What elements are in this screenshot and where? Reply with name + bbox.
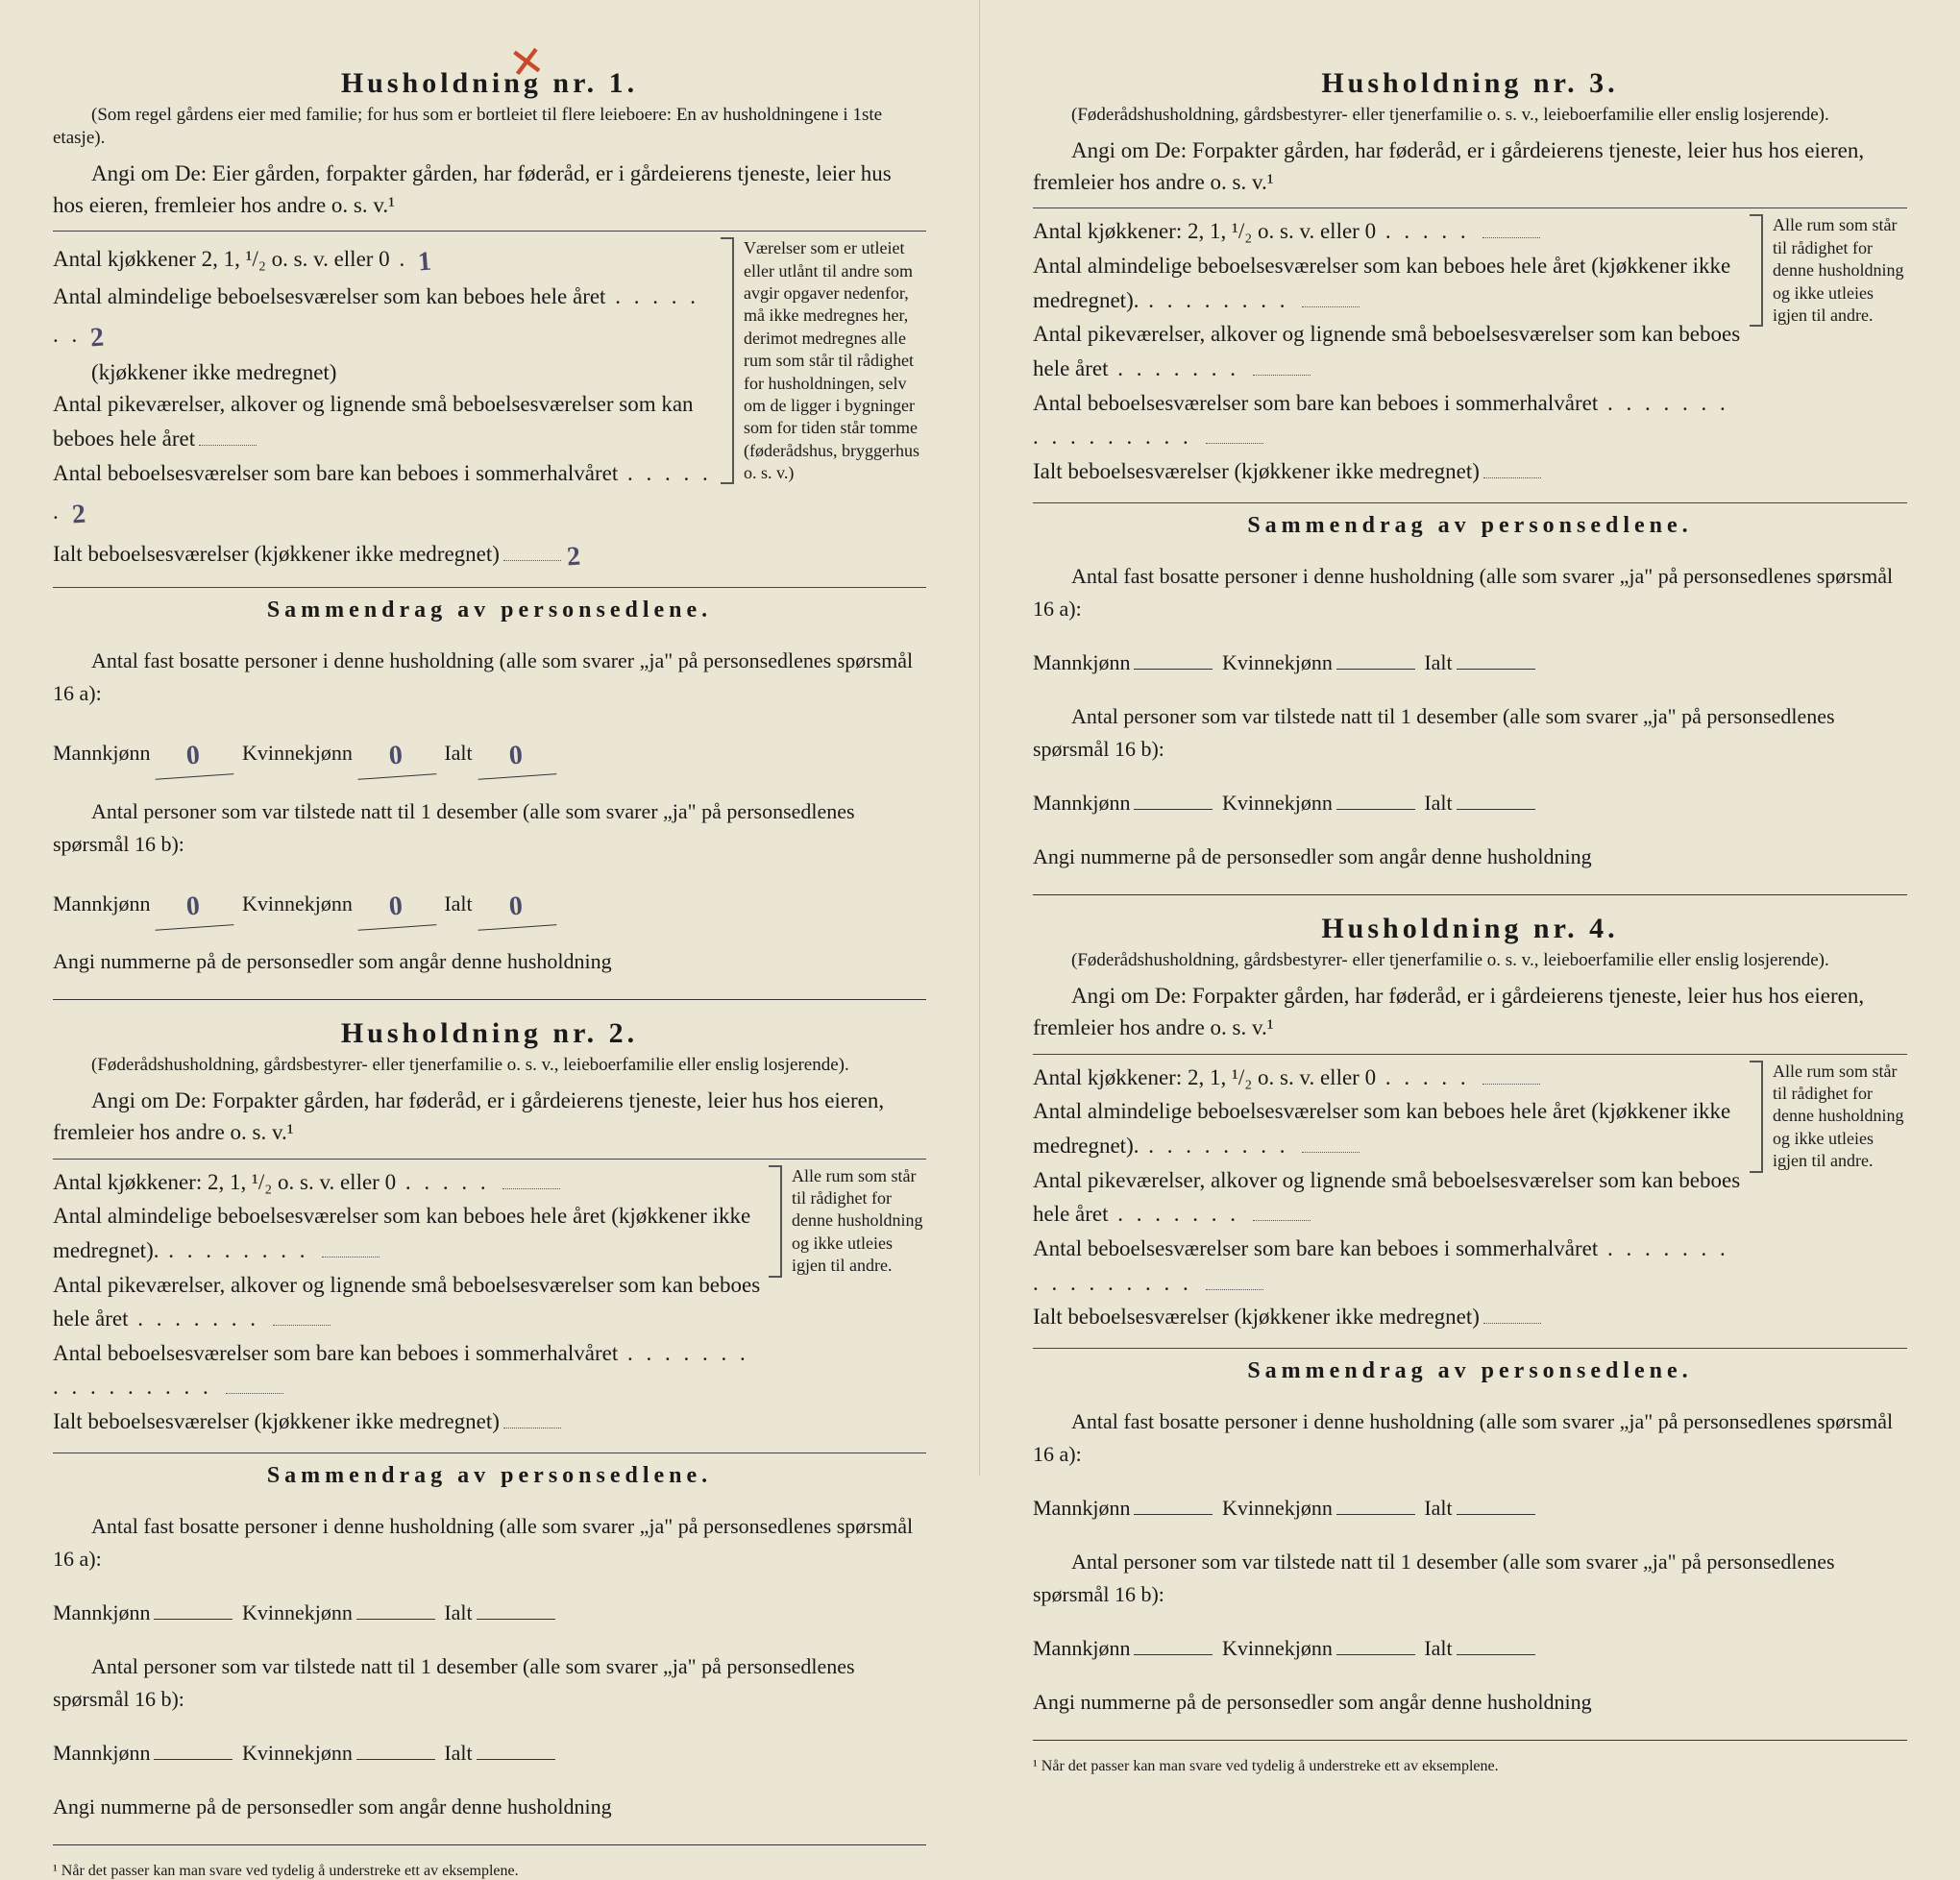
h2-footnote: ¹ Når det passer kan man svare ved tydel… [53, 1863, 926, 1880]
h4-f3: Antal pikeværelser, alkover og lignende … [1033, 1163, 1744, 1232]
h1-p2-fields: Mannkjønn0 Kvinnekjønn0 Ialt0 [53, 882, 926, 924]
page-left: ✕ Husholdning nr. 1. (Som regel gårdens … [0, 0, 980, 1476]
h1-title: Husholdning nr. 1. [53, 67, 926, 100]
h1-fields-block: Antal kjøkkener 2, 1, ¹/₂ o. s. v. eller… [53, 231, 926, 574]
page-right: Husholdning nr. 3. (Føderådshusholdning,… [980, 0, 1960, 1476]
h2-p2-fields: Mannkjønn Kvinnekjønn Ialt [53, 1737, 926, 1770]
h2-f2: Antal almindelige beboelsesværelser som … [53, 1199, 763, 1267]
h4-numline: Angi nummerne på de personsedler som ang… [1033, 1686, 1907, 1719]
h3-p2: Antal personer som var tilstede natt til… [1033, 700, 1907, 766]
h1-p1-fields: Mannkjønn0 Kvinnekjønn0 Ialt0 [53, 731, 926, 773]
h1-numline: Angi nummerne på de personsedler som ang… [53, 945, 926, 978]
h4-p2: Antal personer som var tilstede natt til… [1033, 1546, 1907, 1611]
h1-f4: Antal beboelsesværelser som bare kan beb… [53, 456, 715, 532]
h3-subnote: (Føderådshusholdning, gårdsbestyrer- ell… [1033, 104, 1907, 127]
h2-f3: Antal pikeværelser, alkover og lignende … [53, 1268, 763, 1336]
h3-sum-title: Sammendrag av personsedlene. [1033, 502, 1907, 539]
h1-f5: Ialt beboelsesværelser (kjøkkener ikke m… [53, 532, 715, 574]
h2-lead: Angi om De: Forpakter gården, har føderå… [53, 1085, 926, 1149]
h4-lead: Angi om De: Forpakter gården, har føderå… [1033, 980, 1907, 1044]
h2-title: Husholdning nr. 2. [53, 1017, 926, 1050]
h1-subnote: (Som regel gårdens eier med familie; for… [53, 104, 926, 150]
h4-footnote: ¹ Når det passer kan man svare ved tydel… [1033, 1758, 1907, 1775]
h3-f5: Ialt beboelsesværelser (kjøkkener ikke m… [1033, 454, 1744, 489]
h4-sum-title: Sammendrag av personsedlene. [1033, 1348, 1907, 1384]
h2-f4: Antal beboelsesværelser som bare kan beb… [53, 1336, 763, 1404]
h3-lead: Angi om De: Forpakter gården, har føderå… [1033, 134, 1907, 199]
h3-p1: Antal fast bosatte personer i denne hush… [1033, 560, 1907, 625]
h3-p2-fields: Mannkjønn Kvinnekjønn Ialt [1033, 787, 1907, 819]
h1-p1: Antal fast bosatte personer i denne hush… [53, 645, 926, 710]
h4-f5: Ialt beboelsesværelser (kjøkkener ikke m… [1033, 1300, 1744, 1334]
h4-title: Husholdning nr. 4. [1033, 913, 1907, 945]
h4-fields-block: Antal kjøkkener: 2, 1, ¹/₂ o. s. v. elle… [1033, 1054, 1907, 1334]
h1-f3: Antal pikeværelser, alkover og lignende … [53, 387, 715, 455]
h1-f2: Antal almindelige beboelsesværelser som … [53, 280, 715, 390]
h4-p1: Antal fast bosatte personer i denne hush… [1033, 1405, 1907, 1471]
h1-lead: Angi om De: Eier gården, forpakter gårde… [53, 158, 926, 222]
h4-rule [1033, 1740, 1907, 1741]
document-spread: ✕ Husholdning nr. 1. (Som regel gårdens … [0, 0, 1960, 1476]
h4-subnote: (Føderådshusholdning, gårdsbestyrer- ell… [1033, 949, 1907, 972]
h3-f2: Antal almindelige beboelsesværelser som … [1033, 249, 1744, 317]
h3-f4: Antal beboelsesværelser som bare kan beb… [1033, 386, 1744, 454]
h3-f3: Antal pikeværelser, alkover og lignende … [1033, 317, 1744, 385]
h3-sidenote: Alle rum som står til rådighet for denne… [1761, 214, 1907, 327]
h1-p2: Antal personer som var tilstede natt til… [53, 795, 926, 861]
red-mark-icon: ✕ [506, 37, 549, 90]
h2-sidenote: Alle rum som står til rådighet for denne… [780, 1165, 926, 1278]
h4-f4: Antal beboelsesværelser som bare kan beb… [1033, 1232, 1744, 1300]
h1-sum-title: Sammendrag av personsedlene. [53, 587, 926, 623]
h3-numline: Angi nummerne på de personsedler som ang… [1033, 841, 1907, 873]
h4-f2: Antal almindelige beboelsesværelser som … [1033, 1094, 1744, 1162]
h2-p2: Antal personer som var tilstede natt til… [53, 1650, 926, 1716]
h3-fields-block: Antal kjøkkener: 2, 1, ¹/₂ o. s. v. elle… [1033, 208, 1907, 488]
h1-f1: Antal kjøkkener 2, 1, ¹/₂ o. s. v. eller… [53, 237, 715, 279]
h4-p2-fields: Mannkjønn Kvinnekjønn Ialt [1033, 1632, 1907, 1665]
h4-sidenote: Alle rum som står til rådighet for denne… [1761, 1061, 1907, 1173]
h1-rule [53, 999, 926, 1000]
h4-f1: Antal kjøkkener: 2, 1, ¹/₂ o. s. v. elle… [1033, 1061, 1744, 1095]
h2-f5: Ialt beboelsesværelser (kjøkkener ikke m… [53, 1404, 763, 1439]
h2-sum-title: Sammendrag av personsedlene. [53, 1453, 926, 1489]
h3-p1-fields: Mannkjønn Kvinnekjønn Ialt [1033, 647, 1907, 679]
h1-sidenote: Værelser som er utleiet eller utlånt til… [732, 237, 926, 484]
h4-p1-fields: Mannkjønn Kvinnekjønn Ialt [1033, 1492, 1907, 1525]
h3-rule [1033, 894, 1907, 895]
h2-f1: Antal kjøkkener: 2, 1, ¹/₂ o. s. v. elle… [53, 1165, 763, 1200]
h2-rule [53, 1844, 926, 1845]
h2-numline: Angi nummerne på de personsedler som ang… [53, 1791, 926, 1823]
h2-p1: Antal fast bosatte personer i denne hush… [53, 1510, 926, 1575]
h3-f1: Antal kjøkkener: 2, 1, ¹/₂ o. s. v. elle… [1033, 214, 1744, 249]
h3-title: Husholdning nr. 3. [1033, 67, 1907, 100]
h2-p1-fields: Mannkjønn Kvinnekjønn Ialt [53, 1597, 926, 1629]
h2-fields-block: Antal kjøkkener: 2, 1, ¹/₂ o. s. v. elle… [53, 1159, 926, 1439]
h2-subnote: (Føderådshusholdning, gårdsbestyrer- ell… [53, 1054, 926, 1077]
